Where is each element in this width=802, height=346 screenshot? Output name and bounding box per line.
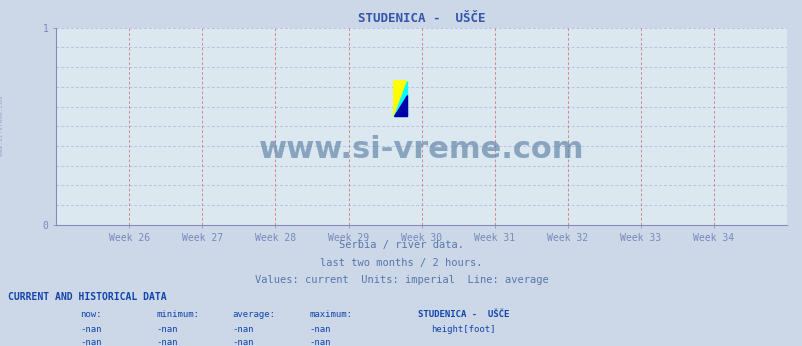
Polygon shape bbox=[393, 81, 407, 116]
Text: -nan: -nan bbox=[80, 338, 102, 346]
Text: Serbia / river data.: Serbia / river data. bbox=[338, 240, 464, 251]
Text: average:: average: bbox=[233, 310, 276, 319]
Text: -nan: -nan bbox=[309, 338, 330, 346]
Text: CURRENT AND HISTORICAL DATA: CURRENT AND HISTORICAL DATA bbox=[8, 292, 167, 302]
Polygon shape bbox=[393, 81, 407, 116]
Text: now:: now: bbox=[80, 310, 102, 319]
Text: minimum:: minimum: bbox=[156, 310, 200, 319]
Title: STUDENICA -  UŠČE: STUDENICA - UŠČE bbox=[358, 12, 484, 25]
Text: www.si-vreme.com: www.si-vreme.com bbox=[258, 135, 584, 164]
Text: -nan: -nan bbox=[233, 338, 254, 346]
Text: STUDENICA -  UŠČE: STUDENICA - UŠČE bbox=[417, 310, 508, 319]
Text: -nan: -nan bbox=[80, 325, 102, 334]
Text: -nan: -nan bbox=[233, 325, 254, 334]
Polygon shape bbox=[393, 95, 407, 116]
Text: Values: current  Units: imperial  Line: average: Values: current Units: imperial Line: av… bbox=[254, 275, 548, 285]
Text: www.si-vreme.com: www.si-vreme.com bbox=[0, 96, 4, 156]
Text: -nan: -nan bbox=[156, 325, 178, 334]
Text: maximum:: maximum: bbox=[309, 310, 352, 319]
Text: last two months / 2 hours.: last two months / 2 hours. bbox=[320, 258, 482, 268]
Text: -nan: -nan bbox=[156, 338, 178, 346]
Text: -nan: -nan bbox=[309, 325, 330, 334]
Text: height[foot]: height[foot] bbox=[431, 325, 495, 334]
